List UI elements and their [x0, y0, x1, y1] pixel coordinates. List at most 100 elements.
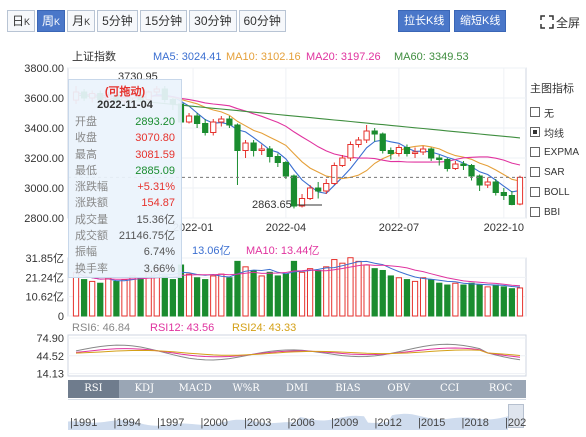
candle-body — [290, 175, 298, 207]
checkbox-icon[interactable] — [530, 107, 540, 117]
candle-body — [395, 147, 403, 154]
volume-bar — [395, 277, 403, 317]
checkbox-icon[interactable] — [530, 147, 540, 157]
info-popup[interactable]: (可拖动) 2022-11-04 开盘 2893.20 收盘 3070.80 最高 308… — [68, 79, 182, 278]
candle-body — [492, 181, 499, 193]
price-y-tick: 3800.00 — [24, 63, 64, 75]
ma-legend-item: MA10: 3102.16 — [226, 51, 301, 63]
candle-body — [210, 121, 217, 133]
candle-body — [387, 150, 394, 154]
timeline-sparkline — [68, 413, 508, 430]
period-tab-label: 周 — [42, 14, 55, 28]
volume-ma10-line — [75, 264, 521, 287]
popup-row: 成交额 21146.75亿 — [75, 228, 175, 244]
main-indicator-option-5[interactable]: BBI — [530, 202, 586, 222]
timeline-scroll-handle[interactable] — [508, 404, 524, 428]
fullscreen-button[interactable]: 全屏 — [540, 12, 580, 32]
option-label: BOLL — [544, 186, 570, 198]
timeline-navigator[interactable]: |1991 |1994 |1997 |2000 |2003 |2006 |2009 |2012… — [68, 399, 526, 431]
popup-row-label: 最高 — [75, 148, 97, 161]
popup-row: 开盘 2893.20 — [75, 114, 175, 130]
price-x-label: 2022-01 — [173, 222, 213, 234]
popup-row: 换手率 3.66% — [75, 261, 175, 277]
popup-date: 2022-11-04 — [97, 99, 153, 111]
timeline-area — [68, 413, 508, 430]
popup-row-value: 3.66% — [143, 262, 175, 275]
volume-bar — [80, 279, 88, 317]
period-tab-1[interactable]: 周K — [37, 10, 66, 32]
volume-bar — [298, 271, 306, 317]
volume-y-tick: 10.62亿 — [25, 291, 64, 304]
rsi24-line — [75, 349, 521, 356]
price-y-tick: 2800.00 — [24, 213, 64, 225]
volume-bar — [419, 277, 427, 317]
popup-row-value: 3070.80 — [135, 132, 175, 145]
period-tab-4[interactable]: 15分钟 — [139, 10, 188, 32]
popup-row-value: 6.74% — [143, 246, 175, 259]
volume-bar — [161, 275, 168, 317]
stretch-kline-button[interactable]: 拉长K线 — [398, 10, 451, 32]
period-tab-suffix: K — [84, 17, 91, 27]
indicator-tab-obv[interactable]: OBV — [387, 383, 411, 394]
volume-bar — [444, 284, 451, 317]
popup-row: 振幅 6.74% — [75, 244, 175, 260]
volume-bar — [274, 275, 281, 317]
indicator-tab-kdj[interactable]: KDJ — [134, 383, 155, 394]
volume-bar — [387, 275, 394, 317]
period-tab-2[interactable]: 月K — [67, 10, 96, 32]
volume-bar — [428, 279, 435, 317]
period-tab-3[interactable]: 5分钟 — [97, 10, 138, 32]
checkbox-icon[interactable] — [530, 127, 540, 137]
volume-bar — [121, 279, 128, 317]
timeline-year-label: |2012 — [374, 417, 402, 429]
candle-body — [298, 198, 306, 207]
volume-bar — [218, 273, 225, 317]
candle-body — [444, 159, 451, 169]
period-tab-suffix: K — [54, 17, 61, 27]
main-indicator-option-1[interactable]: 均线 — [530, 122, 586, 142]
volume-bar — [508, 288, 516, 317]
shrink-kline-button[interactable]: 缩短K线 — [454, 10, 507, 32]
period-tab-5[interactable]: 30分钟 — [189, 10, 237, 32]
main-indicator-option-4[interactable]: BOLL — [530, 182, 586, 202]
popup-row-label: 振幅 — [75, 246, 97, 259]
main-indicator-option-2[interactable]: EXPMA — [530, 142, 586, 162]
indicator-tab-cci[interactable]: CCI — [440, 383, 460, 394]
checkbox-icon[interactable] — [530, 167, 540, 177]
checkbox-icon[interactable] — [530, 187, 540, 197]
option-label: SAR — [544, 166, 565, 178]
volume-bar — [323, 266, 330, 317]
candle-body — [202, 123, 209, 133]
checkbox-icon[interactable] — [530, 207, 540, 217]
period-tab-6[interactable]: 60分钟 — [238, 10, 286, 32]
volume-bar — [193, 277, 201, 317]
rsi-legend-item: RSI12: 43.56 — [150, 322, 214, 334]
indicator-tab-wpctr[interactable]: W%R — [232, 383, 260, 394]
period-tab-label: 5分钟 — [102, 14, 133, 28]
popup-row-value: 2885.09 — [135, 164, 175, 177]
volume-bar — [516, 287, 524, 317]
candle-body — [323, 183, 330, 192]
indicator-tab-bias[interactable]: BIAS — [335, 383, 361, 394]
popup-row-value: +5.31% — [137, 181, 175, 194]
indicator-tab-roc[interactable]: ROC — [488, 383, 513, 394]
rsi12-line — [75, 347, 521, 358]
rsi6-line — [75, 343, 521, 361]
main-indicator-option-3[interactable]: SAR — [530, 162, 586, 182]
fullscreen-label: 全屏 — [555, 15, 580, 30]
indicator-tab-rsi[interactable]: RSI — [68, 380, 119, 398]
indicator-tab-dmi[interactable]: DMI — [285, 383, 309, 394]
main-indicator-option-0[interactable]: 无 — [530, 102, 586, 122]
candle-body — [516, 176, 524, 205]
period-tab-0[interactable]: 日K — [7, 10, 36, 32]
indicator-tab-macd[interactable]: MACD — [178, 383, 212, 394]
volume-bar — [113, 280, 120, 317]
candle-body — [468, 165, 475, 177]
volume-bar — [452, 282, 459, 317]
price-y-tick: 3200.00 — [24, 153, 64, 165]
candle-body — [218, 118, 225, 123]
popup-row: 涨跌幅 +5.31% — [75, 179, 175, 195]
timeline-year-label: |2003 — [244, 417, 272, 429]
option-label: 均线 — [544, 128, 564, 140]
volume-bar — [500, 286, 507, 317]
